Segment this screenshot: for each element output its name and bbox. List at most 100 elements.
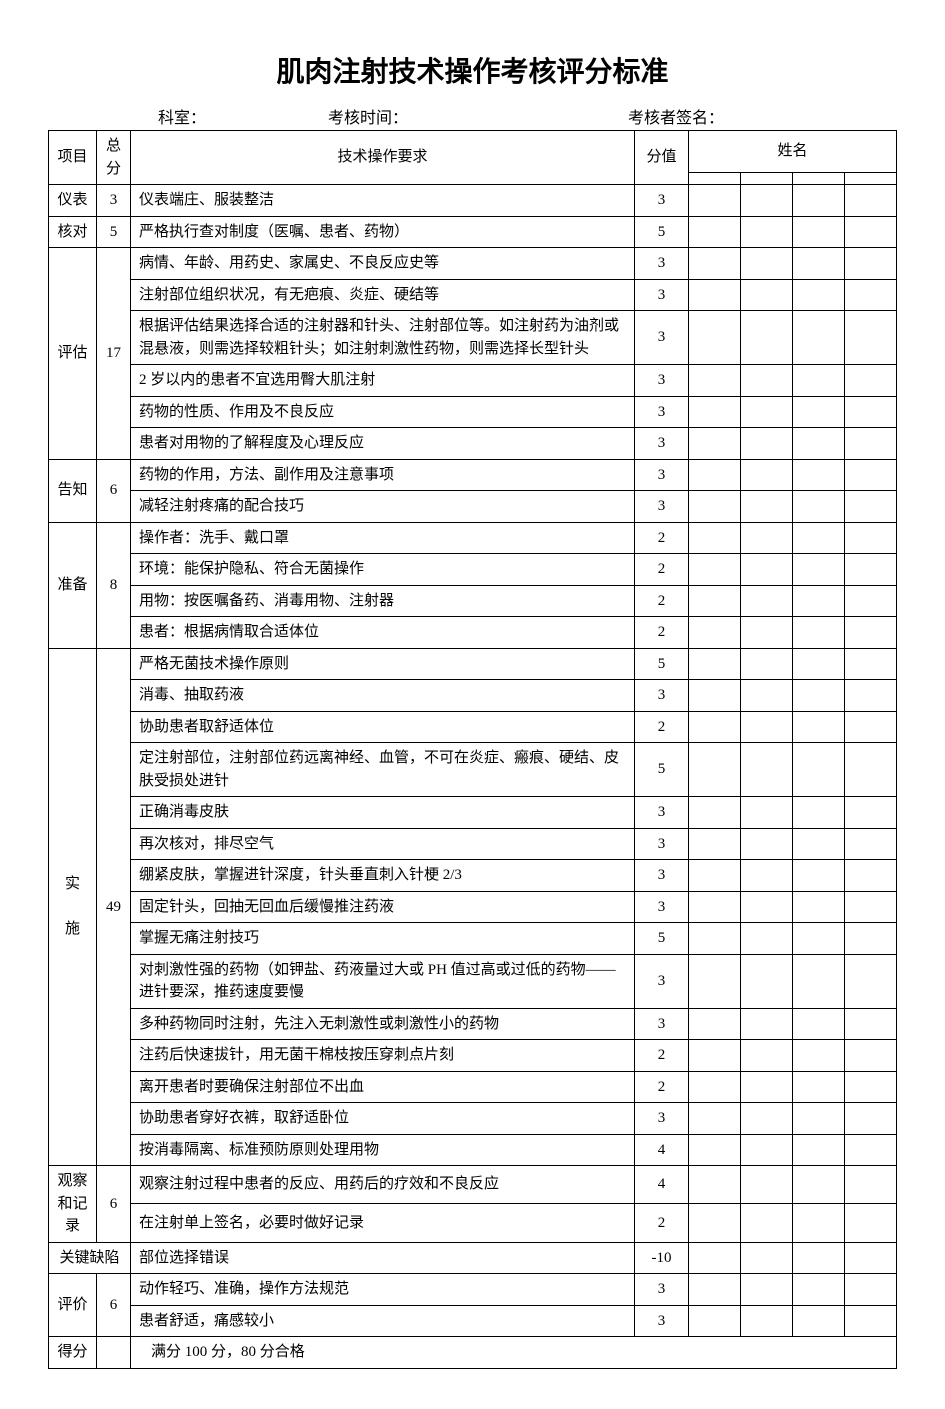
name-cell xyxy=(792,743,844,797)
section-total: 6 xyxy=(97,1166,131,1243)
section-project: 观察和记录 xyxy=(49,1166,97,1243)
name-cell xyxy=(792,828,844,860)
score-cell: 3 xyxy=(634,1274,688,1306)
name-cell xyxy=(844,554,896,586)
name-cell xyxy=(792,185,844,217)
hdr-name: 姓名 xyxy=(688,131,896,173)
name-cell xyxy=(844,522,896,554)
name-cell xyxy=(844,860,896,892)
section-total: 8 xyxy=(97,522,131,648)
requirement-cell: 环境：能保护隐私、符合无菌操作 xyxy=(131,554,635,586)
score-cell: 3 xyxy=(634,1103,688,1135)
score-cell: 2 xyxy=(634,711,688,743)
name-cell xyxy=(688,554,740,586)
name-cell xyxy=(792,891,844,923)
page-title: 肌肉注射技术操作考核评分标准 xyxy=(48,50,897,90)
section-total: 6 xyxy=(97,459,131,522)
table-row: 评估17病情、年龄、用药史、家属史、不良反应史等3 xyxy=(49,248,897,280)
footer-row: 得分满分 100 分，80 分合格 xyxy=(49,1337,897,1369)
name-cell xyxy=(740,1103,792,1135)
name-cell xyxy=(844,365,896,397)
name-cell xyxy=(792,1305,844,1337)
name-cell xyxy=(844,279,896,311)
meta-row: 科室： 考核时间： 考核者签名： xyxy=(48,104,897,128)
section-total: 17 xyxy=(97,248,131,460)
name-cell xyxy=(688,828,740,860)
requirement-cell: 操作者：洗手、戴口罩 xyxy=(131,522,635,554)
name-cell xyxy=(688,860,740,892)
name-cell xyxy=(740,185,792,217)
score-cell: 5 xyxy=(634,743,688,797)
name-cell xyxy=(844,248,896,280)
score-table: 项目总分技术操作要求分值姓名仪表3仪表端庄、服装整洁3核对5严格执行查对制度（医… xyxy=(48,130,897,1369)
table-row: 对刺激性强的药物（如钾盐、药液量过大或 PH 值过高或过低的药物——进针要深，推… xyxy=(49,954,897,1008)
name-cell xyxy=(688,428,740,460)
name-cell xyxy=(792,680,844,712)
table-row: 实施49严格无菌技术操作原则5 xyxy=(49,648,897,680)
score-cell: 3 xyxy=(634,279,688,311)
table-row: 告知6药物的作用，方法、副作用及注意事项3 xyxy=(49,459,897,491)
requirement-cell: 2 岁以内的患者不宜选用臀大肌注射 xyxy=(131,365,635,397)
score-cell: 2 xyxy=(634,585,688,617)
footer-project: 得分 xyxy=(49,1337,97,1369)
score-cell: 3 xyxy=(634,428,688,460)
requirement-cell: 患者对用物的了解程度及心理反应 xyxy=(131,428,635,460)
requirement-cell: 部位选择错误 xyxy=(131,1242,635,1274)
name-cell xyxy=(792,1071,844,1103)
name-cell xyxy=(844,648,896,680)
name-cell xyxy=(792,428,844,460)
requirement-cell: 协助患者取舒适体位 xyxy=(131,711,635,743)
score-cell: 3 xyxy=(634,828,688,860)
section-project: 核对 xyxy=(49,216,97,248)
name-cell xyxy=(688,491,740,523)
name-cell xyxy=(792,365,844,397)
requirement-cell: 仪表端庄、服装整洁 xyxy=(131,185,635,217)
name-cell xyxy=(792,311,844,365)
requirement-cell: 注射部位组织状况，有无疤痕、炎症、硬结等 xyxy=(131,279,635,311)
name-cell xyxy=(740,311,792,365)
name-cell xyxy=(844,459,896,491)
dept-label: 科室： xyxy=(158,104,328,128)
section-project: 实施 xyxy=(49,648,97,1166)
name-cell xyxy=(844,711,896,743)
requirement-cell: 消毒、抽取药液 xyxy=(131,680,635,712)
table-row: 用物：按医嘱备药、消毒用物、注射器2 xyxy=(49,585,897,617)
name-cell xyxy=(688,1242,740,1274)
name-cell xyxy=(792,585,844,617)
table-row: 定注射部位，注射部位药远离神经、血管，不可在炎症、瘢痕、硬结、皮肤受损处进针5 xyxy=(49,743,897,797)
table-row: 关键缺陷部位选择错误-10 xyxy=(49,1242,897,1274)
name-cell xyxy=(740,1040,792,1072)
table-row: 患者舒适，痛感较小3 xyxy=(49,1305,897,1337)
requirement-cell: 根据评估结果选择合适的注射器和针头、注射部位等。如注射药为油剂或混悬液，则需选择… xyxy=(131,311,635,365)
name-cell xyxy=(688,585,740,617)
name-cell xyxy=(792,396,844,428)
score-cell: 5 xyxy=(634,923,688,955)
score-cell: 3 xyxy=(634,248,688,280)
name-cell xyxy=(844,828,896,860)
table-row: 注药后快速拔针，用无菌干棉枝按压穿刺点片刻2 xyxy=(49,1040,897,1072)
name-cell xyxy=(740,891,792,923)
score-cell: 3 xyxy=(634,396,688,428)
table-row: 药物的性质、作用及不良反应3 xyxy=(49,396,897,428)
score-cell: 5 xyxy=(634,648,688,680)
score-cell: 3 xyxy=(634,459,688,491)
name-cell xyxy=(688,1134,740,1166)
score-cell: 2 xyxy=(634,1071,688,1103)
section-project: 评估 xyxy=(49,248,97,460)
name-cell xyxy=(688,954,740,1008)
name-cell xyxy=(844,743,896,797)
table-row: 消毒、抽取药液3 xyxy=(49,680,897,712)
table-row: 协助患者穿好衣裤，取舒适卧位3 xyxy=(49,1103,897,1135)
name-cell xyxy=(740,279,792,311)
name-cell xyxy=(792,1274,844,1306)
score-cell: 2 xyxy=(634,522,688,554)
name-cell xyxy=(688,248,740,280)
name-cell xyxy=(792,1242,844,1274)
table-row: 掌握无痛注射技巧5 xyxy=(49,923,897,955)
name-cell xyxy=(688,522,740,554)
table-row: 注射部位组织状况，有无疤痕、炎症、硬结等3 xyxy=(49,279,897,311)
name-cell xyxy=(740,459,792,491)
requirement-cell: 药物的性质、作用及不良反应 xyxy=(131,396,635,428)
name-cell xyxy=(688,743,740,797)
name-cell xyxy=(844,428,896,460)
